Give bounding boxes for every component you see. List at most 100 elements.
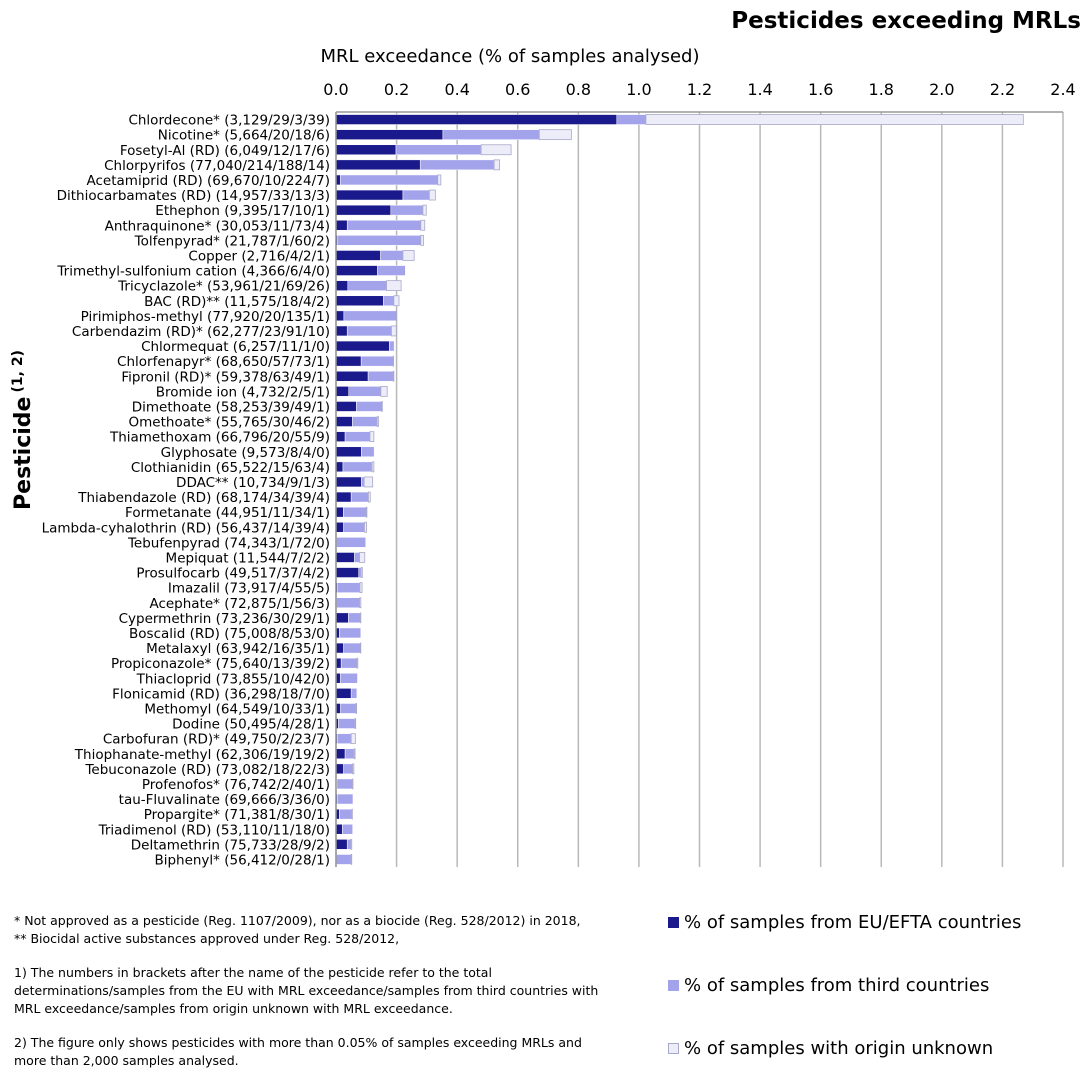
bar-segment-third (345, 749, 354, 759)
category-label: Thiamethoxam (66,796/20/55/9) (109, 430, 330, 446)
category-label: Lambda-cyhalothrin (RD) (56,437/14/39/4) (42, 520, 330, 536)
bar-segment-eu (336, 477, 361, 487)
footnote-figure-scope: 2) The figure only shows pesticides with… (14, 1034, 614, 1070)
category-label: Imazalil (73,917/4/55/5) (168, 581, 330, 597)
bar-segment-unknown (421, 235, 424, 245)
bar-segment-third (338, 235, 421, 245)
bar-segment-unknown (368, 492, 370, 502)
bar-segment-third (349, 386, 381, 396)
bar-segment-eu (336, 401, 356, 411)
bar-segment-eu (336, 568, 359, 578)
category-label: Clothianidin (65,522/15/63/4) (131, 460, 330, 476)
bar-segment-unknown (360, 643, 361, 653)
bar-segment-third (348, 613, 360, 623)
x-tick-label: 1.8 (869, 80, 894, 99)
category-label: tau-Fluvalinate (69,666/3/36/0) (119, 792, 330, 808)
category-label: Thiacloprid (73,855/10/42/0) (136, 671, 330, 687)
bar-segment-third (339, 809, 352, 819)
bar-segment-third (341, 658, 357, 668)
category-label: Cypermethrin (73,236/30/29/1) (119, 611, 330, 627)
bar-segment-third (361, 477, 364, 487)
bar-segment-unknown (372, 462, 374, 472)
category-label: Bromide ion (4,732/2/5/1) (156, 384, 330, 400)
bar-segment-third (337, 794, 353, 804)
bar-segment-unknown (351, 734, 355, 744)
bar-segment-third (336, 854, 351, 864)
bar-segment-third (348, 281, 387, 291)
bar-segment-third (344, 311, 396, 321)
gridlines (336, 112, 1063, 867)
legend-item-eu: % of samples from EU/EFTA countries (668, 912, 1021, 933)
bar-segment-unknown (377, 417, 378, 427)
bar-segment-third (341, 703, 356, 713)
category-label: Tebuconazole (RD) (73,082/18/22/3) (84, 762, 330, 778)
bar-segment-eu (336, 658, 341, 668)
bar-segment-third (383, 296, 394, 306)
bar-segment-third (354, 552, 359, 562)
bar-segment-eu (336, 492, 351, 502)
legend-swatch-third (668, 980, 679, 991)
x-tick-label: 0.2 (384, 80, 409, 99)
bar-segment-unknown (366, 507, 367, 517)
category-label: Chlormequat (6,257/11/1/0) (141, 339, 330, 355)
bar-segment-third (340, 673, 357, 683)
bar-segment-unknown (354, 749, 355, 759)
bar-segment-third (344, 764, 353, 774)
category-label: Thiophanate-methyl (62,306/19/19/2) (74, 747, 330, 763)
category-label: Thiabendazole (RD) (68,174/34/39/4) (77, 490, 330, 506)
bar-segment-unknown (370, 432, 374, 442)
category-label: Copper (2,716/4/2/1) (188, 248, 330, 264)
bar-segment-eu (336, 447, 361, 457)
legend-swatch-eu (668, 917, 679, 928)
y-axis-title-superscript: (1, 2) (10, 350, 26, 392)
bar-segment-third (351, 688, 357, 698)
bar-segment-third (361, 356, 393, 366)
x-tick-label: 1.0 (626, 80, 651, 99)
category-label: Glyphosate (9,573/8/4/0) (161, 445, 330, 461)
category-label: Acephate* (72,875/1/56/3) (149, 596, 330, 612)
bar-segment-third (352, 417, 377, 427)
legend-label-eu: % of samples from EU/EFTA countries (684, 912, 1021, 933)
bar-segment-third (396, 145, 481, 155)
bar-segment-third (443, 130, 539, 140)
x-tick-label: 0.6 (505, 80, 530, 99)
bar-segment-third (347, 220, 421, 230)
category-label: Dodine (50,495/4/28/1) (172, 717, 330, 733)
bar-segment-unknown (355, 719, 356, 729)
bar-segment-third (338, 583, 360, 593)
legend-item-unknown: % of samples with origin unknown (668, 1038, 993, 1059)
category-label: Tebufenpyrad (74,343/1/72/0) (127, 535, 330, 551)
legend-swatch-unknown (668, 1043, 679, 1054)
x-tick-label: 1.4 (747, 80, 772, 99)
bar-segment-third (336, 537, 365, 547)
category-labels: Chlordecone* (3,129/29/3/39)Nicotine* (5… (42, 113, 330, 869)
bar-segment-eu (336, 749, 345, 759)
category-label: Propargite* (71,381/8/30/1) (144, 807, 330, 823)
bar-segment-eu (336, 205, 391, 215)
bar-segment-eu (336, 839, 347, 849)
bar-segment-unknown (421, 220, 425, 230)
category-label: Fosetyl-Al (RD) (6,049/12/17/6) (120, 143, 330, 159)
category-label: Tricyclazole* (53,961/21/69/26) (117, 279, 330, 295)
legend-label-third: % of samples from third countries (684, 975, 989, 996)
category-label: Profenofos* (76,742/2/40/1) (142, 777, 330, 793)
bar-segment-eu (336, 115, 617, 125)
x-tick-label: 2.4 (1050, 80, 1075, 99)
bar-segment-third (347, 326, 391, 336)
bar-segment-eu (336, 552, 354, 562)
bar-segment-third (377, 266, 405, 276)
x-tick-label: 1.6 (808, 80, 833, 99)
bar-segment-eu (336, 281, 348, 291)
x-tick-label: 0.0 (323, 80, 348, 99)
legend-label-unknown: % of samples with origin unknown (684, 1038, 993, 1059)
category-label: Methomyl (64,549/10/33/1) (144, 701, 330, 717)
bar-segment-unknown (356, 703, 357, 713)
bar-segment-third (343, 507, 366, 517)
bar-segment-eu (336, 688, 351, 698)
category-label: Biphenyl* (56,412/0/28/1) (154, 852, 330, 868)
bar-segment-third (356, 401, 381, 411)
bar-segment-third (617, 115, 646, 125)
bar-segment-unknown (539, 130, 571, 140)
bar-segment-eu (336, 266, 377, 276)
